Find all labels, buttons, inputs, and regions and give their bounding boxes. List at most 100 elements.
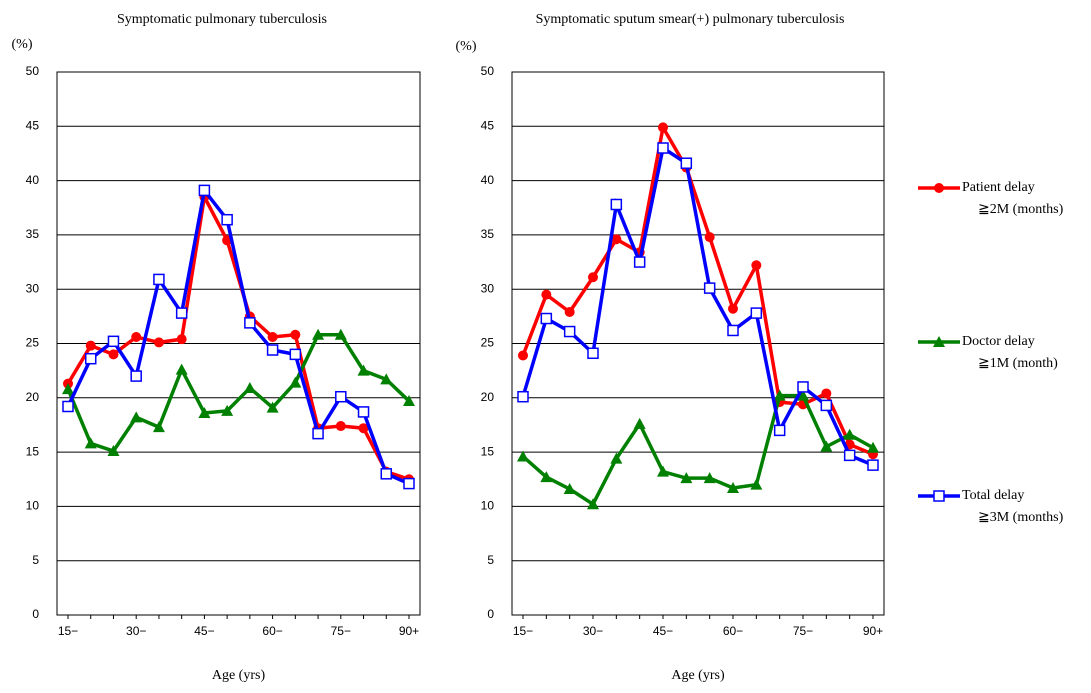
- x-tick-label: 45−: [194, 624, 214, 638]
- marker: [84, 352, 97, 365]
- x-tick-label: 15−: [513, 624, 533, 638]
- series-line: [521, 122, 874, 456]
- y-tick-label: 40: [26, 173, 40, 187]
- x-tick-label: 75−: [793, 624, 813, 638]
- x-tick-label: 90+: [863, 624, 883, 638]
- marker: [587, 498, 599, 510]
- marker: [611, 234, 622, 245]
- y-tick-label: 25: [481, 336, 495, 350]
- legend-label: Total delay: [962, 488, 1024, 503]
- marker: [85, 340, 96, 351]
- marker: [933, 336, 945, 347]
- y-tick-label: 10: [481, 499, 495, 513]
- marker: [751, 260, 762, 271]
- marker: [821, 388, 832, 399]
- legend-label: Doctor delay: [962, 334, 1035, 349]
- marker: [131, 331, 142, 342]
- marker: [773, 424, 786, 437]
- marker: [380, 468, 393, 480]
- marker: [658, 122, 668, 133]
- marker: [517, 450, 529, 462]
- x-axis-label: Age (yrs): [671, 668, 725, 683]
- marker: [820, 399, 833, 412]
- plot-frame: [56, 71, 421, 616]
- x-axis-label: Age (yrs): [212, 668, 266, 683]
- y-tick-label: 30: [481, 281, 495, 295]
- marker: [289, 376, 302, 388]
- marker: [357, 364, 370, 376]
- y-tick-label: 45: [481, 118, 495, 132]
- marker: [403, 477, 415, 490]
- x-tick-label: 15−: [58, 624, 78, 638]
- marker: [773, 389, 786, 401]
- y-tick-label: 20: [26, 390, 40, 404]
- x-tick-label: 30−: [583, 624, 603, 638]
- marker: [266, 344, 279, 356]
- x-tick-label: 60−: [262, 624, 282, 638]
- marker: [221, 404, 234, 416]
- marker: [843, 449, 856, 462]
- marker: [797, 389, 809, 401]
- series-line: [66, 333, 411, 454]
- y-tick-label: 50: [481, 64, 495, 78]
- marker: [335, 421, 346, 432]
- y-tick-label: 50: [26, 64, 40, 78]
- marker: [704, 232, 715, 243]
- marker: [130, 370, 142, 382]
- marker: [797, 381, 809, 393]
- marker: [540, 312, 553, 325]
- marker: [334, 328, 347, 340]
- marker: [312, 328, 325, 340]
- marker: [267, 331, 278, 342]
- legend-label: Patient delay: [962, 180, 1035, 195]
- marker: [610, 198, 623, 211]
- marker: [564, 307, 575, 318]
- marker: [563, 325, 576, 338]
- chart-title: Symptomatic sputum smear(+) pulmonary tu…: [536, 12, 845, 27]
- marker: [587, 347, 599, 360]
- y-tick-label: 0: [487, 607, 494, 621]
- series-line: [521, 145, 874, 467]
- legend-note: ≧1M (month): [978, 356, 1058, 371]
- marker: [175, 307, 188, 319]
- marker: [198, 407, 211, 419]
- y-tick-label: 15: [481, 444, 495, 458]
- marker: [657, 465, 669, 477]
- marker: [62, 383, 74, 395]
- marker: [563, 483, 576, 495]
- marker: [403, 395, 415, 407]
- marker: [727, 481, 739, 493]
- y-tick-label: 40: [481, 173, 495, 187]
- marker: [518, 350, 528, 361]
- y-tick-label: 45: [26, 118, 40, 132]
- marker: [820, 440, 833, 452]
- marker: [541, 289, 552, 300]
- y-tick-label: 0: [32, 607, 39, 621]
- marker: [152, 421, 165, 433]
- series-line: [66, 186, 410, 486]
- marker: [357, 406, 370, 418]
- legend-note: ≧3M (months): [978, 510, 1064, 525]
- marker: [588, 272, 598, 283]
- marker: [703, 472, 716, 484]
- marker: [198, 184, 211, 197]
- legend-note: ≧2M (months): [978, 202, 1064, 217]
- marker: [243, 382, 256, 394]
- marker: [728, 303, 738, 314]
- marker: [244, 317, 256, 329]
- marker: [221, 213, 233, 226]
- marker: [84, 437, 97, 449]
- y-tick-label: 35: [481, 227, 495, 241]
- x-tick-label: 30−: [126, 624, 146, 638]
- marker: [62, 400, 74, 413]
- marker: [153, 273, 165, 286]
- marker: [933, 490, 945, 502]
- x-tick-label: 90+: [399, 624, 419, 638]
- marker: [727, 324, 739, 337]
- y-tick-label: 5: [32, 553, 39, 567]
- y-axis-label: (%): [456, 39, 477, 54]
- y-tick-label: 5: [487, 553, 494, 567]
- chart-title: Symptomatic pulmonary tuberculosis: [117, 12, 327, 27]
- marker: [107, 445, 120, 457]
- marker: [680, 157, 693, 169]
